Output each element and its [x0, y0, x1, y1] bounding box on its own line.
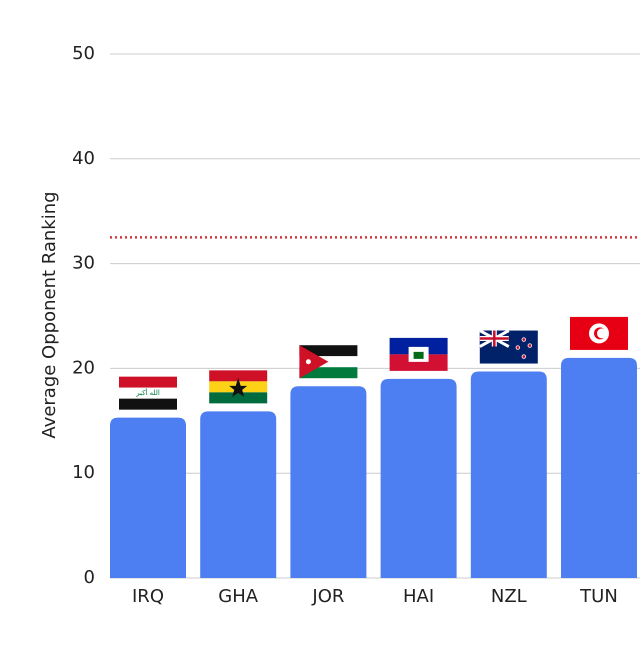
- x-tick-label: NZL: [491, 586, 527, 607]
- flag-part: [299, 345, 358, 357]
- y-tick-label: 50: [72, 43, 95, 64]
- y-tick-label: 0: [84, 567, 95, 588]
- y-tick-label: 40: [72, 148, 95, 169]
- flag: [479, 329, 538, 364]
- bar: [561, 357, 637, 578]
- x-tick-label: HAI: [403, 586, 434, 607]
- y-tick-label: 10: [72, 462, 95, 483]
- flag-part: [119, 387, 177, 399]
- flag-part: [479, 330, 509, 347]
- flag-part: [299, 367, 358, 379]
- flag-part: [521, 337, 526, 342]
- flag-part: [389, 337, 448, 355]
- flag-part: [209, 370, 268, 382]
- flag-part: [209, 392, 268, 404]
- flag: [209, 370, 268, 404]
- flag-part: الله أكبر: [135, 388, 160, 397]
- x-tick-label: GHA: [218, 586, 258, 607]
- flag-part: [527, 343, 532, 348]
- flag-part: [389, 354, 448, 371]
- flag-part: [305, 359, 311, 365]
- flag-part: [229, 377, 248, 397]
- flag-part: [597, 328, 607, 339]
- flag: [570, 316, 628, 350]
- flag-part: [521, 354, 526, 359]
- y-tick-label: 30: [72, 253, 95, 274]
- flag-part: [119, 398, 177, 410]
- bar: [290, 386, 367, 578]
- x-tick-label: JOR: [311, 586, 344, 607]
- x-tick-label: TUN: [579, 586, 618, 607]
- y-axis-title: Average Opponent Ranking: [39, 191, 60, 438]
- flag: [299, 345, 358, 379]
- flag-part: [515, 345, 520, 350]
- flag-part: [413, 351, 424, 359]
- bar: [380, 378, 457, 578]
- bar: [110, 417, 186, 578]
- bar: [470, 371, 547, 578]
- bar: [200, 411, 277, 578]
- x-tick-label: IRQ: [132, 586, 164, 607]
- y-tick-label: 20: [72, 357, 95, 378]
- flag: الله أكبر: [119, 376, 177, 410]
- flag: [389, 337, 448, 371]
- flag-part: [119, 376, 177, 388]
- flag-part: [299, 345, 329, 379]
